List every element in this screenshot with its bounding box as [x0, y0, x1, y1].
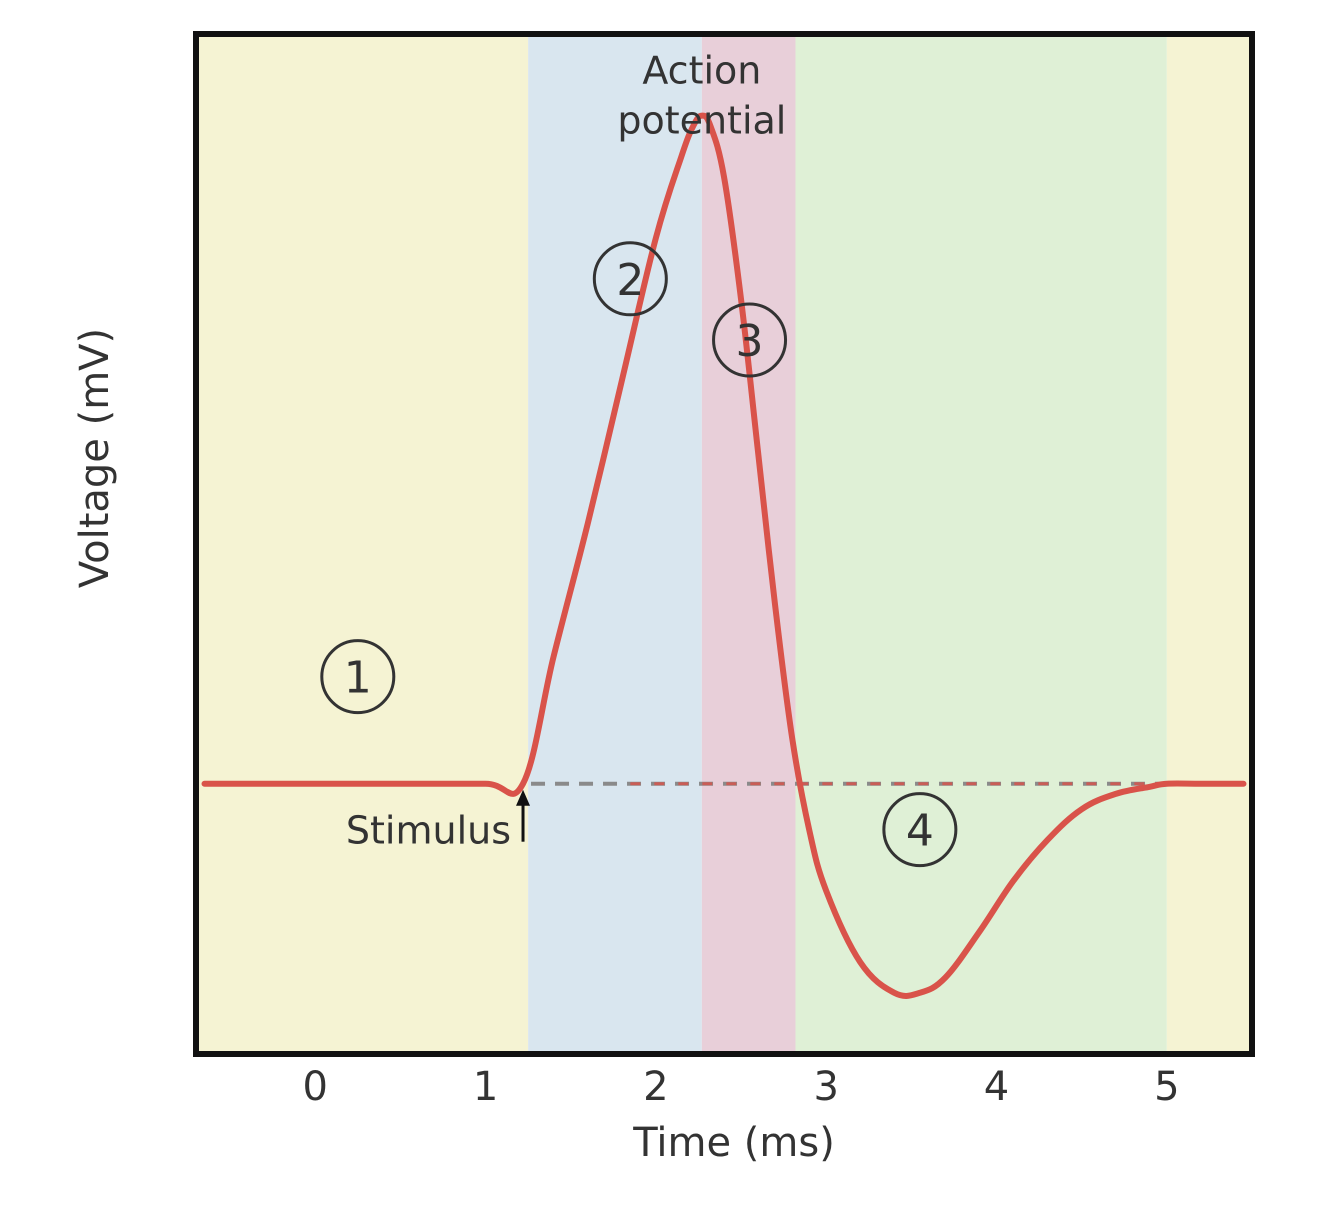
- phase-marker-3: 3: [712, 302, 788, 378]
- x-tick-label: 4: [984, 1064, 1009, 1110]
- annotation-layer: Action potential Stimulus: [346, 48, 786, 852]
- phase-marker-4: 4: [882, 792, 958, 868]
- phase-band-4: [795, 34, 1167, 1054]
- phase-band-tail-4: [1166, 34, 1252, 1054]
- phase-marker-2: 2: [592, 241, 668, 317]
- phase-marker-circle: [320, 639, 396, 715]
- phase-marker-1: 1: [320, 639, 396, 715]
- x-tick-label: 1: [473, 1064, 498, 1110]
- curve-layer: [201, 112, 1247, 999]
- action-potential-annotation-line: potential: [617, 98, 786, 142]
- phase-marker-label: 4: [906, 806, 934, 857]
- action-potential-curve: [201, 112, 1247, 999]
- phase-marker-circle: [882, 792, 958, 868]
- x-axis-label: Time (ms): [632, 1120, 835, 1166]
- x-tick-label: 0: [302, 1064, 327, 1110]
- phase-band-2: [528, 34, 702, 1054]
- phase-marker-circle: [592, 241, 668, 317]
- stimulus-arrow-head: [516, 789, 531, 806]
- phase-marker-layer: 1 2 3 4: [320, 241, 958, 868]
- action-potential-annotation: Action potential: [617, 48, 786, 142]
- phase-marker-circle: [712, 302, 788, 378]
- y-axis-label: Voltage (mV): [72, 328, 118, 588]
- x-tick-label: 3: [813, 1064, 838, 1110]
- phase-band-1: [196, 34, 529, 1054]
- phase-marker-label: 1: [344, 653, 372, 704]
- x-tick-layer: 0 1 2 3 4 5: [302, 1064, 1179, 1110]
- plot-frame: [193, 31, 1255, 1057]
- phase-marker-label: 2: [616, 255, 644, 306]
- phase-band-3: [701, 34, 796, 1054]
- stimulus-annotation: Stimulus: [346, 809, 511, 853]
- action-potential-annotation-line: Action: [642, 48, 761, 92]
- phase-marker-label: 3: [736, 316, 764, 367]
- x-tick-label: 2: [643, 1064, 668, 1110]
- x-tick-label: 5: [1154, 1064, 1179, 1110]
- phase-bands: [196, 34, 1252, 1054]
